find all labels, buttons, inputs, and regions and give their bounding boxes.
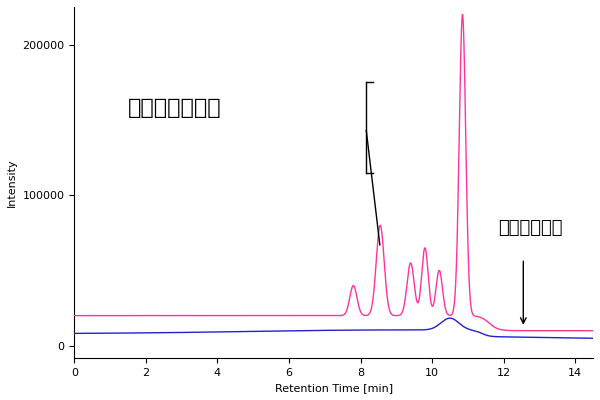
Text: ゴーストピーク: ゴーストピーク xyxy=(128,98,221,118)
X-axis label: Retention Time [min]: Retention Time [min] xyxy=(275,383,393,393)
Y-axis label: Intensity: Intensity xyxy=(7,158,17,207)
Text: ベースライン: ベースライン xyxy=(498,219,563,237)
